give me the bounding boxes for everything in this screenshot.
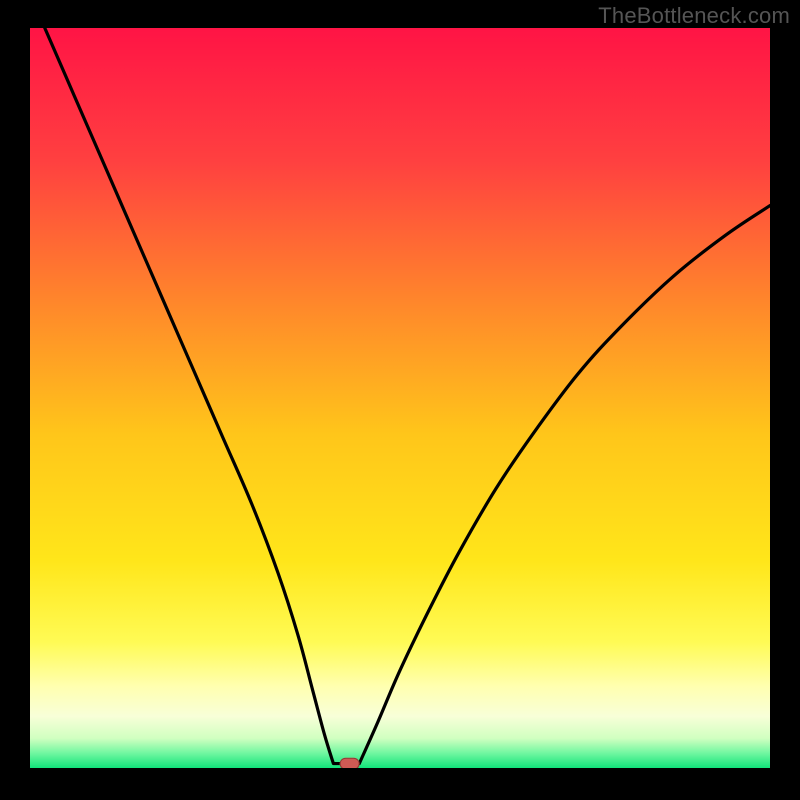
optimum-marker (339, 757, 360, 768)
watermark-text: TheBottleneck.com (598, 3, 790, 29)
curve-path (45, 28, 770, 764)
bottleneck-curve (30, 28, 770, 768)
bottleneck-plot (30, 28, 770, 768)
